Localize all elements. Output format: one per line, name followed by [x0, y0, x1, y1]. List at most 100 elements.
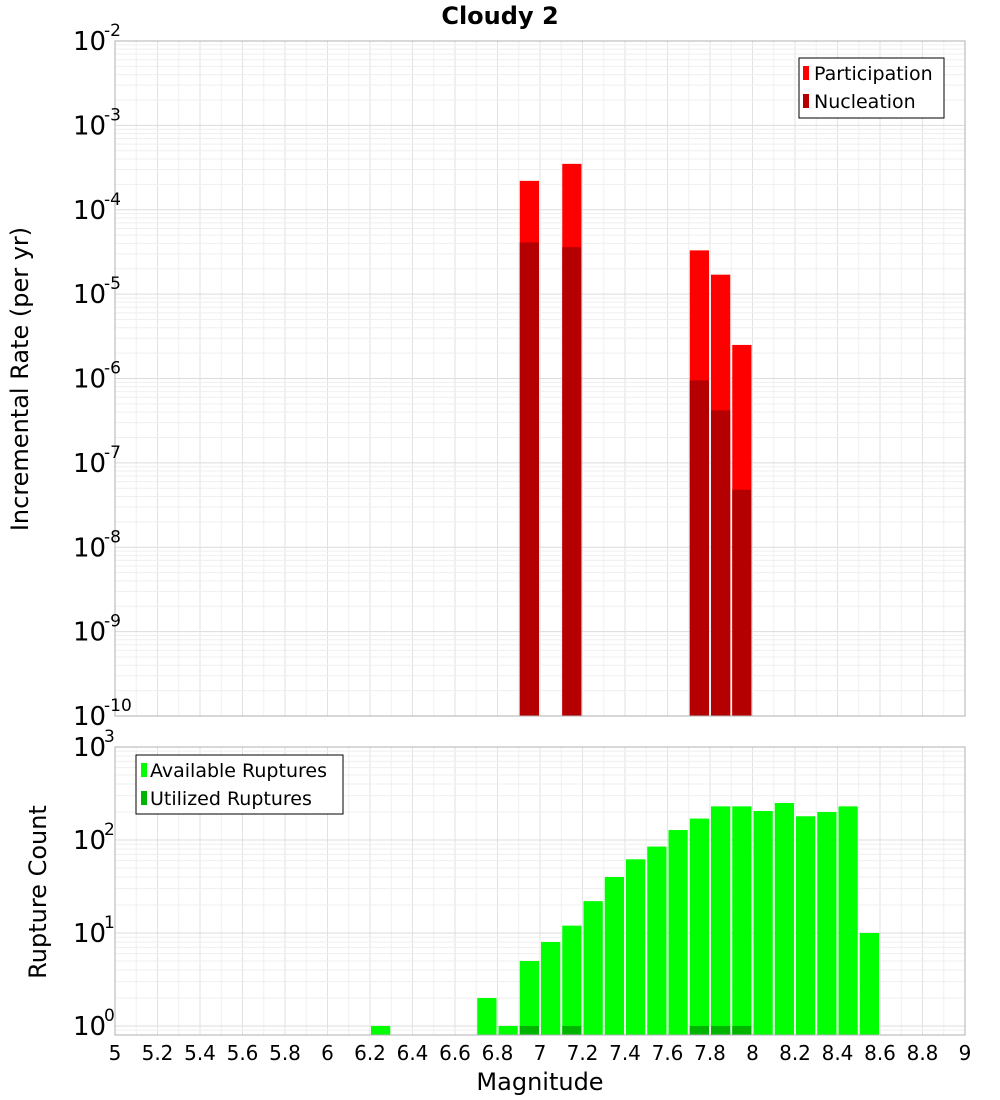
bar-nucleation: [711, 410, 731, 716]
bar-available-ruptures: [519, 960, 539, 1035]
available-legend-label: Available Ruptures: [150, 760, 327, 782]
x-tick-label: 6: [321, 1041, 334, 1065]
y-tick-label: 101: [73, 913, 115, 949]
y-tick-exponent: -5: [104, 274, 121, 294]
y-tick-label: 10-3: [73, 105, 121, 141]
y-tick-exponent: -10: [104, 696, 132, 716]
y-tick-base: 10: [73, 196, 106, 226]
nucleation-legend-swatch: [803, 94, 809, 108]
bar-available-ruptures: [371, 1025, 391, 1035]
count-legend: Available Ruptures Utilized Ruptures: [135, 754, 344, 815]
bar-utilized-ruptures: [519, 1025, 539, 1035]
count-legend-box: [135, 754, 344, 815]
rate-y-axis-label: Incremental Rate (per yr): [6, 227, 34, 531]
y-tick-base: 10: [73, 618, 106, 648]
participation-legend-label: Participation: [814, 63, 933, 85]
y-tick-exponent: -6: [104, 359, 121, 379]
rate-legend-box: [798, 57, 945, 119]
x-tick-label: 7: [534, 1041, 547, 1065]
y-tick-exponent: -7: [104, 443, 121, 463]
y-tick-base: 10: [73, 533, 106, 563]
y-tick-label: 102: [73, 820, 115, 856]
bar-nucleation: [519, 242, 539, 716]
rate-legend: Participation Nucleation: [798, 57, 945, 119]
bar-available-ruptures: [689, 818, 709, 1035]
y-tick-label: 10-9: [73, 612, 121, 648]
y-tick-exponent: 1: [104, 913, 115, 933]
y-tick-label: 103: [73, 727, 115, 763]
x-tick-label: 5.8: [269, 1041, 301, 1065]
bar-available-ruptures: [626, 859, 646, 1035]
bar-nucleation: [732, 489, 752, 716]
x-tick-label: 7.4: [609, 1041, 641, 1065]
y-tick-label: 10-8: [73, 527, 121, 563]
bar-available-ruptures: [541, 942, 561, 1035]
y-tick-exponent: -9: [104, 612, 121, 632]
y-tick-base: 10: [73, 449, 106, 479]
bar-utilized-ruptures: [689, 1025, 709, 1035]
y-tick-label: 10-6: [73, 359, 121, 395]
x-axis-label: Magnitude: [476, 1068, 603, 1096]
x-tick-label: 5: [109, 1041, 122, 1065]
bar-available-ruptures: [817, 812, 837, 1035]
y-tick-base: 10: [73, 27, 106, 57]
available-legend-swatch: [141, 763, 147, 777]
y-tick-label: 100: [73, 1006, 115, 1042]
x-tick-label: 6.6: [439, 1041, 471, 1065]
y-tick-base: 10: [73, 702, 106, 732]
bar-nucleation: [562, 247, 582, 716]
y-tick-label: 10-7: [73, 443, 121, 479]
y-tick-exponent: -8: [104, 527, 121, 547]
bar-available-ruptures: [604, 877, 624, 1035]
x-tick-label: 5.2: [142, 1041, 174, 1065]
y-tick-label: 10-10: [73, 696, 132, 732]
count-plot-border: [114, 746, 966, 1036]
y-tick-exponent: 3: [104, 727, 115, 747]
y-tick-exponent: 2: [104, 820, 115, 840]
bar-available-ruptures: [647, 846, 667, 1035]
count-bars: [371, 802, 879, 1035]
rate-plot-border: [114, 40, 966, 717]
bar-nucleation: [689, 380, 709, 716]
x-tick-label: 6.8: [482, 1041, 514, 1065]
y-tick-base: 10: [73, 919, 106, 949]
bar-available-ruptures: [796, 816, 816, 1035]
x-tick-label: 7.2: [567, 1041, 599, 1065]
x-tick-label: 8.6: [864, 1041, 896, 1065]
bar-available-ruptures: [562, 925, 582, 1035]
participation-legend-swatch: [803, 66, 809, 80]
y-tick-label: 10-5: [73, 274, 121, 310]
y-tick-exponent: -2: [104, 21, 121, 41]
x-tick-label: 6.4: [397, 1041, 429, 1065]
bar-available-ruptures: [477, 997, 497, 1035]
x-tick-label: 8.4: [822, 1041, 854, 1065]
nucleation-legend-label: Nucleation: [814, 91, 916, 113]
y-tick-base: 10: [73, 826, 106, 856]
x-tick-label: 8: [746, 1041, 759, 1065]
bar-available-ruptures: [732, 806, 752, 1035]
y-tick-label: 10-4: [73, 190, 121, 226]
x-tick-label: 5.4: [184, 1041, 216, 1065]
x-tick-label: 9: [959, 1041, 972, 1065]
rate-grid: [114, 40, 966, 717]
y-tick-base: 10: [73, 365, 106, 395]
bar-available-ruptures: [498, 1025, 518, 1035]
x-tick-label: 7.8: [694, 1041, 726, 1065]
rate-bars: [519, 163, 752, 717]
bar-utilized-ruptures: [732, 1025, 752, 1035]
bar-available-ruptures: [583, 901, 603, 1035]
y-tick-base: 10: [73, 733, 106, 763]
x-tick-label: 7.6: [652, 1041, 684, 1065]
x-tick-label: 6.2: [354, 1041, 386, 1065]
bar-available-ruptures: [838, 806, 858, 1035]
y-tick-base: 10: [73, 1012, 106, 1042]
bar-utilized-ruptures: [711, 1025, 731, 1035]
x-tick-label: 5.6: [227, 1041, 259, 1065]
bar-available-ruptures: [668, 830, 688, 1035]
bar-available-ruptures: [711, 806, 731, 1035]
x-tick-label: 8.8: [907, 1041, 939, 1065]
